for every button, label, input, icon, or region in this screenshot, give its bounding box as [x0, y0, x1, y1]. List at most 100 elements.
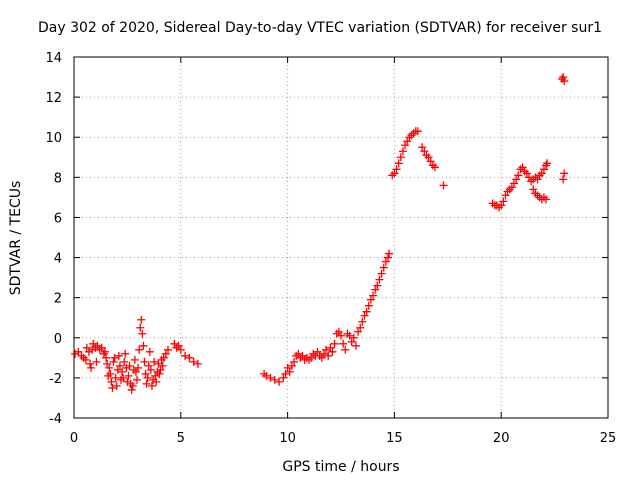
data-point [560, 169, 569, 178]
chart-title: Day 302 of 2020, Sidereal Day-to-day VTE… [38, 20, 602, 36]
data-point [193, 359, 202, 368]
data-point [322, 345, 331, 354]
data-point [102, 353, 111, 362]
data-point [328, 347, 337, 356]
data-point [113, 365, 122, 374]
data-point [542, 161, 551, 170]
data-point [189, 357, 198, 366]
data-point [151, 371, 160, 380]
data-point [501, 191, 510, 200]
data-point [120, 357, 129, 366]
data-point [409, 129, 418, 138]
x-tick-label: 20 [493, 431, 510, 446]
data-point [150, 357, 159, 366]
data-point [422, 151, 431, 160]
x-tick-label: 15 [386, 431, 403, 446]
data-point [93, 341, 102, 350]
data-point [136, 323, 145, 332]
data-point [366, 295, 375, 304]
data-point [317, 353, 326, 362]
data-point [499, 197, 508, 206]
data-point [115, 361, 124, 370]
data-point [428, 161, 437, 170]
data-point [154, 359, 163, 368]
data-point [74, 347, 83, 356]
data-point [535, 171, 544, 180]
data-point [505, 185, 514, 194]
data-point [137, 315, 146, 324]
data-point [281, 369, 290, 378]
data-point [394, 159, 403, 168]
data-point [558, 75, 567, 84]
data-point [172, 343, 181, 352]
data-point [351, 341, 360, 350]
data-point [539, 165, 548, 174]
data-point [131, 367, 140, 376]
data-point [396, 153, 405, 162]
data-point [121, 349, 130, 358]
data-point [405, 133, 414, 142]
data-point [407, 131, 416, 140]
data-point [110, 353, 119, 362]
data-point [275, 377, 284, 386]
data-point [360, 311, 369, 320]
data-point [109, 357, 118, 366]
data-point [559, 73, 568, 82]
data-point [373, 281, 382, 290]
data-point [79, 353, 88, 362]
data-point [430, 163, 439, 172]
data-point [279, 373, 288, 382]
data-point [155, 369, 164, 378]
data-point [185, 353, 194, 362]
data-point [304, 355, 313, 364]
y-tick-label: 10 [45, 131, 62, 146]
data-point [181, 351, 190, 360]
data-point [334, 327, 343, 336]
data-point [89, 339, 98, 348]
data-point [134, 363, 143, 372]
data-point [527, 177, 536, 186]
data-point [537, 169, 546, 178]
data-point [125, 361, 134, 370]
data-point [270, 375, 279, 384]
data-point [369, 291, 378, 300]
data-point [313, 347, 322, 356]
data-point [330, 339, 339, 348]
y-tick-label: 12 [45, 91, 62, 106]
x-axis-label: GPS time / hours [282, 459, 399, 475]
data-point [507, 183, 516, 192]
data-point [114, 351, 123, 360]
data-point [349, 333, 358, 342]
data-point [326, 343, 335, 352]
data-point [309, 349, 318, 358]
y-tick-label: -2 [49, 372, 62, 387]
data-point [542, 195, 551, 204]
data-point [143, 373, 152, 382]
data-point [401, 141, 410, 150]
data-point [103, 359, 112, 368]
data-point [510, 179, 519, 188]
data-point [159, 353, 168, 362]
y-tick-label: 2 [54, 292, 62, 307]
y-tick-label: 8 [54, 171, 62, 186]
data-point [108, 383, 117, 392]
data-point [379, 263, 388, 272]
data-point [529, 185, 538, 194]
data-point [124, 371, 133, 380]
data-point [559, 175, 568, 184]
data-point [339, 339, 348, 348]
data-point [497, 201, 506, 210]
data-point [127, 385, 136, 394]
data-point [118, 367, 127, 376]
data-point [129, 365, 138, 374]
data-point [99, 349, 108, 358]
data-point [439, 181, 448, 190]
plot-frame [73, 56, 609, 419]
data-point [116, 375, 125, 384]
data-point [533, 191, 542, 200]
data-point [95, 345, 104, 354]
data-point [518, 163, 527, 172]
data-point [514, 171, 523, 180]
data-point [144, 361, 153, 370]
